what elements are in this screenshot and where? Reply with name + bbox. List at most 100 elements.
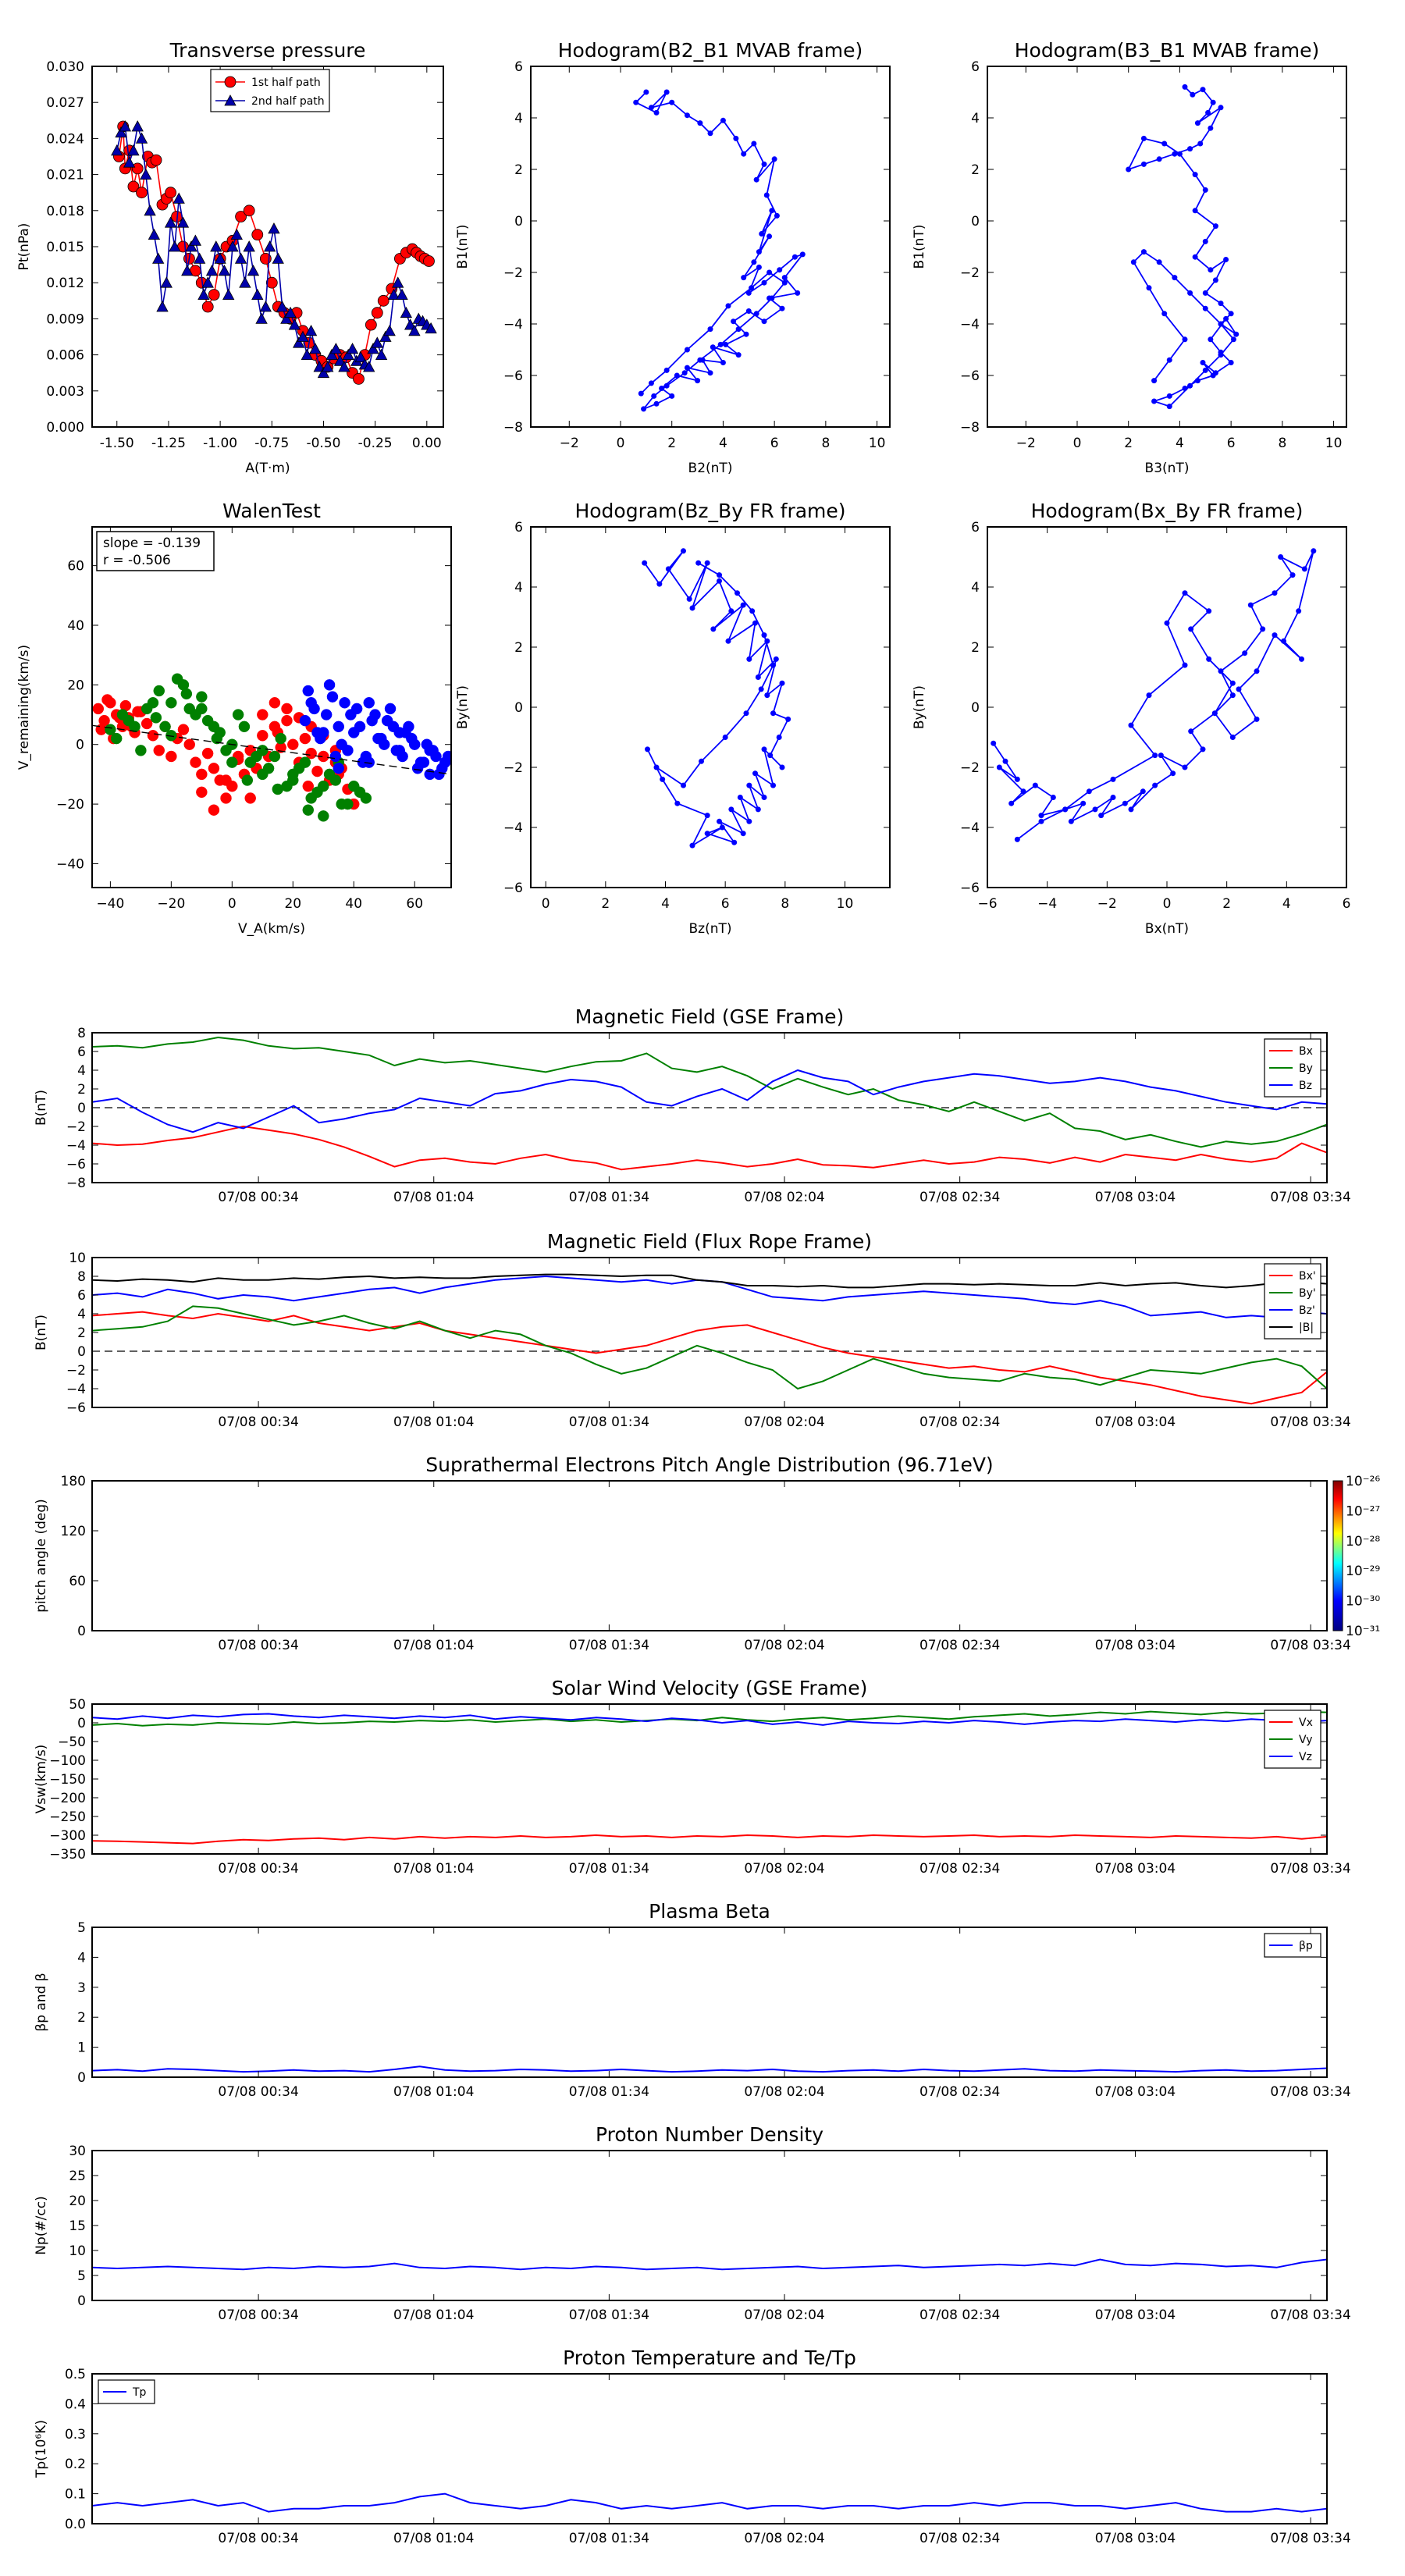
data-point [165, 750, 177, 763]
y-tick-label: 0 [514, 214, 523, 229]
y-tick-label: 0.015 [46, 240, 84, 255]
y-tick-label: 0.000 [46, 420, 84, 436]
data-point [311, 765, 323, 777]
y-axis-label: pitch angle (deg) [34, 1499, 49, 1613]
y-tick-label: 6 [514, 59, 523, 75]
data-point [1161, 311, 1168, 317]
legend-marker [224, 94, 237, 106]
data-point [243, 205, 255, 217]
x-tick-label: 6 [1343, 896, 1351, 912]
y-tick-label: −350 [49, 1847, 86, 1863]
data-point [1192, 172, 1198, 178]
data-point [406, 732, 418, 745]
data-point [770, 782, 776, 788]
data-point [150, 712, 162, 724]
series-line [643, 550, 789, 848]
x-tick-label: 07/08 01:34 [569, 2531, 649, 2546]
data-point [299, 714, 311, 727]
plot-frame [530, 526, 891, 888]
data-point [140, 717, 153, 730]
data-point [704, 560, 710, 566]
legend-label: Tp [132, 2386, 147, 2399]
data-point [1228, 311, 1234, 317]
x-tick-label: 8 [1278, 436, 1286, 451]
data-point [740, 831, 746, 837]
data-point [689, 842, 695, 849]
y-tick-label: 3 [77, 1980, 86, 1996]
data-point [720, 360, 726, 365]
y-tick-label: 0 [77, 1716, 86, 1731]
chart-h2: Hodogram(B3_B1 MVAB frame) −2 0 2 4 6 8 10 −8 −6 −… [912, 39, 1347, 476]
plot-area [92, 1036, 1327, 1171]
data-point [210, 240, 222, 252]
y-tick-label: 4 [971, 111, 980, 126]
y-axis-label: Tp(10⁶K) [34, 2420, 49, 2478]
data-point [131, 162, 144, 175]
data-point [641, 406, 647, 412]
y-tick-label: 60 [69, 1574, 86, 1589]
data-point [1218, 321, 1224, 327]
data-point [318, 810, 329, 822]
data-point [322, 361, 334, 372]
data-point [1206, 608, 1212, 614]
data-point [1223, 315, 1229, 322]
plot-area [92, 2258, 1327, 2271]
x-tick-label: 07/08 01:04 [393, 2084, 474, 2100]
data-point [363, 756, 375, 768]
data-point [325, 348, 338, 361]
data-point [699, 758, 704, 764]
data-point [185, 240, 197, 252]
y-tick-label: 60 [67, 559, 84, 575]
data-point [284, 306, 297, 318]
y-tick-label: 0.5 [65, 2367, 86, 2382]
data-point [1050, 795, 1056, 800]
x-tick-label: 07/08 00:34 [218, 1190, 298, 1205]
y-tick-label: 0.2 [65, 2457, 86, 2472]
data-point [1182, 590, 1188, 596]
y-tick-label: 10 [69, 1251, 86, 1266]
chart-title: Hodogram(Bx_By FR frame) [1031, 500, 1304, 522]
data-point [1092, 806, 1098, 813]
y-axis-label: B1(nT) [912, 225, 927, 269]
x-tick-label: -1.50 [100, 436, 134, 451]
data-point [1166, 404, 1172, 410]
data-point [110, 732, 123, 745]
data-point [1182, 386, 1188, 391]
data-point [1218, 301, 1224, 307]
panel-np: Proton Number Density 30 25 20 15 10 5 0 07/08 0… [34, 2123, 1351, 2323]
x-tick-label: 8 [781, 896, 789, 912]
data-point [1161, 141, 1168, 147]
y-tick-label: −2 [960, 265, 980, 281]
data-point [751, 259, 757, 265]
y-tick-label: 5 [77, 1920, 86, 1936]
data-point [287, 768, 299, 781]
data-point [663, 382, 670, 389]
colorbar-label: 10⁻³¹ [1346, 1624, 1380, 1639]
y-axis-label: B(nT) [34, 1090, 49, 1126]
data-point [329, 343, 343, 354]
data-point [259, 301, 272, 312]
x-tick-label: 07/08 01:04 [393, 2307, 474, 2323]
data-point [251, 229, 264, 241]
x-tick-label: 6 [721, 896, 730, 912]
data-point [725, 303, 731, 309]
y-tick-label: 2 [971, 640, 980, 656]
data-point [1158, 753, 1164, 759]
data-point [752, 620, 758, 626]
data-point [749, 608, 756, 614]
data-point [147, 730, 159, 742]
data-point [302, 685, 315, 697]
data-point [111, 144, 123, 156]
data-point [1188, 626, 1194, 632]
data-point [771, 156, 777, 162]
data-point [686, 596, 692, 602]
data-point [1187, 146, 1193, 152]
data-point [743, 710, 749, 717]
data-point [387, 288, 400, 301]
y-tick-label: 4 [77, 1063, 86, 1079]
panel-title: Suprathermal Electrons Pitch Angle Distr… [425, 1453, 993, 1476]
x-tick-label: 07/08 01:34 [569, 1414, 649, 1430]
data-point [148, 228, 161, 240]
data-point [1202, 187, 1208, 193]
